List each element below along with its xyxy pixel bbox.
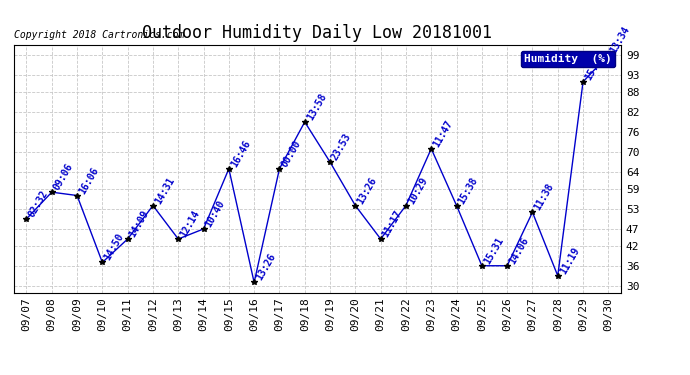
Text: 15:38: 15:38: [457, 175, 480, 206]
Text: 13:26: 13:26: [254, 252, 277, 282]
Text: 13:26: 13:26: [355, 175, 379, 206]
Text: 13:34: 13:34: [609, 25, 632, 55]
Text: 00:00: 00:00: [279, 138, 303, 169]
Text: 16:06: 16:06: [77, 165, 101, 195]
Text: 15:31: 15:31: [482, 235, 505, 266]
Text: 11:47: 11:47: [431, 118, 455, 148]
Text: 15:52: 15:52: [583, 51, 607, 82]
Text: 02:32: 02:32: [26, 189, 50, 219]
Title: Outdoor Humidity Daily Low 20181001: Outdoor Humidity Daily Low 20181001: [142, 24, 493, 42]
Text: 14:31: 14:31: [153, 175, 177, 206]
Text: 09:06: 09:06: [52, 162, 75, 192]
Legend: Humidity  (%): Humidity (%): [521, 51, 615, 67]
Text: 10:40: 10:40: [204, 198, 227, 229]
Text: 11:17: 11:17: [381, 209, 404, 239]
Text: 10:29: 10:29: [406, 175, 429, 206]
Text: 13:58: 13:58: [305, 92, 328, 122]
Text: 23:53: 23:53: [330, 132, 353, 162]
Text: 11:19: 11:19: [558, 245, 581, 276]
Text: Copyright 2018 Cartronics.com: Copyright 2018 Cartronics.com: [14, 30, 184, 40]
Text: 12:14: 12:14: [178, 209, 201, 239]
Text: 14:06: 14:06: [507, 235, 531, 266]
Text: 11:38: 11:38: [533, 182, 556, 212]
Text: 14:09: 14:09: [128, 209, 151, 239]
Text: 14:50: 14:50: [102, 232, 126, 262]
Text: 16:46: 16:46: [229, 138, 253, 169]
